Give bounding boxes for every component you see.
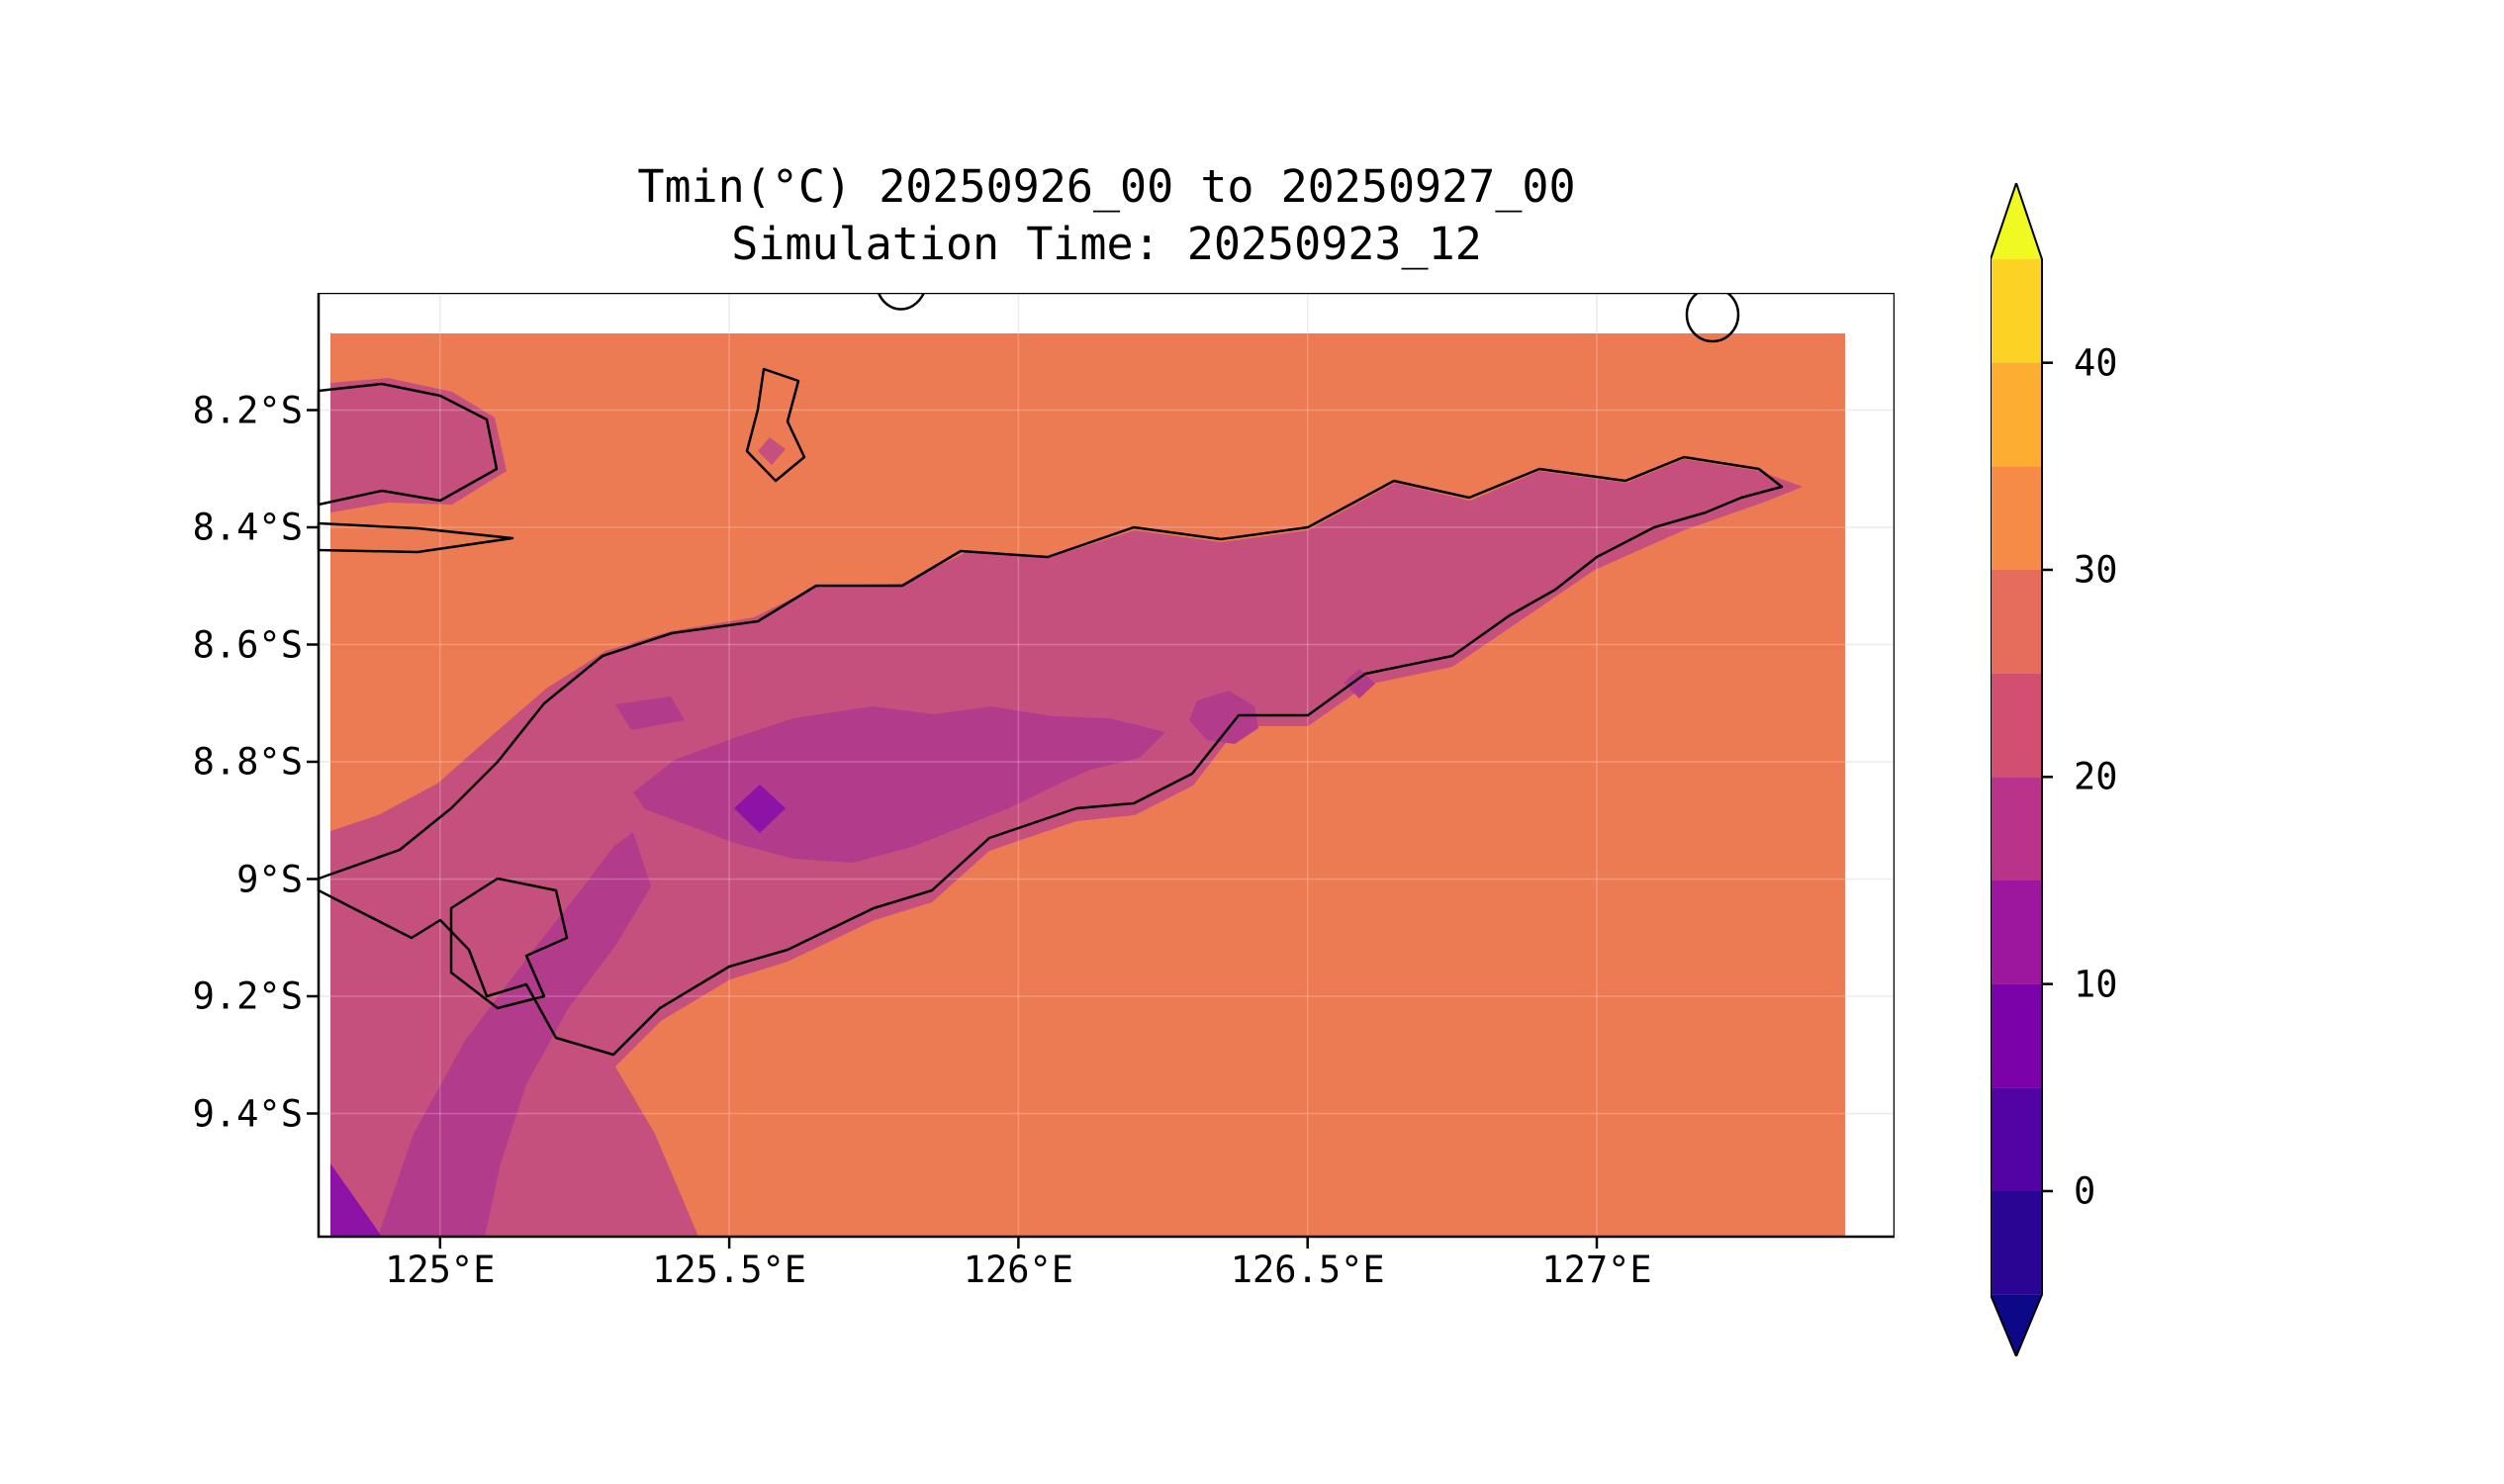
cbar-tick-10: 10 [2074, 963, 2118, 1006]
xtick-126e: 126°E [963, 1249, 1074, 1291]
colorbar-outline [1991, 183, 2043, 1356]
ytick-9-2s: 9.2°S [192, 974, 303, 1018]
ytick-8-8s: 8.8°S [192, 740, 303, 784]
coastline-island-northeast [1685, 293, 1740, 343]
cbar-tick-40: 40 [2074, 341, 2118, 385]
tmin-band-15-20-round-patch [1189, 691, 1258, 744]
colorbar-band-25-30 [1991, 569, 2042, 674]
cbar-tick-30: 30 [2074, 548, 2118, 592]
tmin-band-15-20-west-sliver [615, 696, 685, 730]
coastline-main-island [317, 455, 1784, 1057]
coastline-top-bump [877, 293, 926, 311]
tmin-band-20-25-west-islands [330, 378, 507, 512]
xtick-125e: 125°E [385, 1249, 496, 1291]
colorbar-band-20-25 [1991, 673, 2042, 778]
plot-title: Tmin(°C) 20250926_00 to 20250927_00 [637, 160, 1576, 213]
tmin-band-20-25-main-island [330, 459, 1803, 1237]
axes-frame [317, 293, 1895, 1239]
tmin-band-15-20-tiny-spot [1344, 669, 1375, 698]
colorbar-band-10-15 [1991, 880, 2042, 984]
coastline-west-island-blob [317, 382, 499, 507]
ytick-9-4s: 9.4°S [192, 1092, 303, 1135]
colorbar-under-arrow [1991, 1294, 2042, 1356]
contour-map [307, 293, 1895, 1249]
xtick-126-5e: 126.5°E [1230, 1249, 1385, 1291]
ytick-8-2s: 8.2°S [192, 389, 303, 431]
colorbar-band-neg5-0 [1991, 1190, 2042, 1295]
tmin-band-15-20-southwest-arm [378, 832, 651, 1237]
colorbar-over-arrow [1991, 183, 2042, 259]
colorbar-band-30-35 [1991, 466, 2042, 571]
tmin-band-10-15-peak-spot [734, 785, 786, 833]
ytick-9s: 9°S [236, 858, 303, 900]
cbar-tick-0: 0 [2074, 1169, 2096, 1213]
xtick-127e: 127°E [1541, 1249, 1652, 1291]
ytick-8-6s: 8.6°S [192, 623, 303, 666]
tmin-band-20-25-atauro-spot [758, 437, 786, 465]
cbar-tick-20: 20 [2074, 755, 2118, 798]
colorbar [1991, 183, 2053, 1356]
colorbar-band-35-40 [1991, 362, 2042, 467]
plot-subtitle: Simulation Time: 20250923_12 [731, 218, 1482, 270]
colorbar-band-5-10 [1991, 983, 2042, 1088]
colorbar-band-40-45 [1991, 259, 2042, 363]
coastline-lagoon-loop [449, 877, 569, 1010]
colorbar-band-15-20 [1991, 777, 2042, 881]
ytick-8-4s: 8.4°S [192, 506, 303, 549]
coastline-island-atauro [745, 367, 806, 483]
colorbar-band-0-5 [1991, 1087, 2042, 1191]
tmin-band-10-15-corner-spot [330, 1163, 382, 1237]
colorbar-tick-marks [2042, 361, 2053, 1193]
grid-over [330, 333, 1845, 1237]
xtick-125-5e: 125.5°E [652, 1249, 807, 1291]
axis-tick-marks [307, 409, 1599, 1249]
